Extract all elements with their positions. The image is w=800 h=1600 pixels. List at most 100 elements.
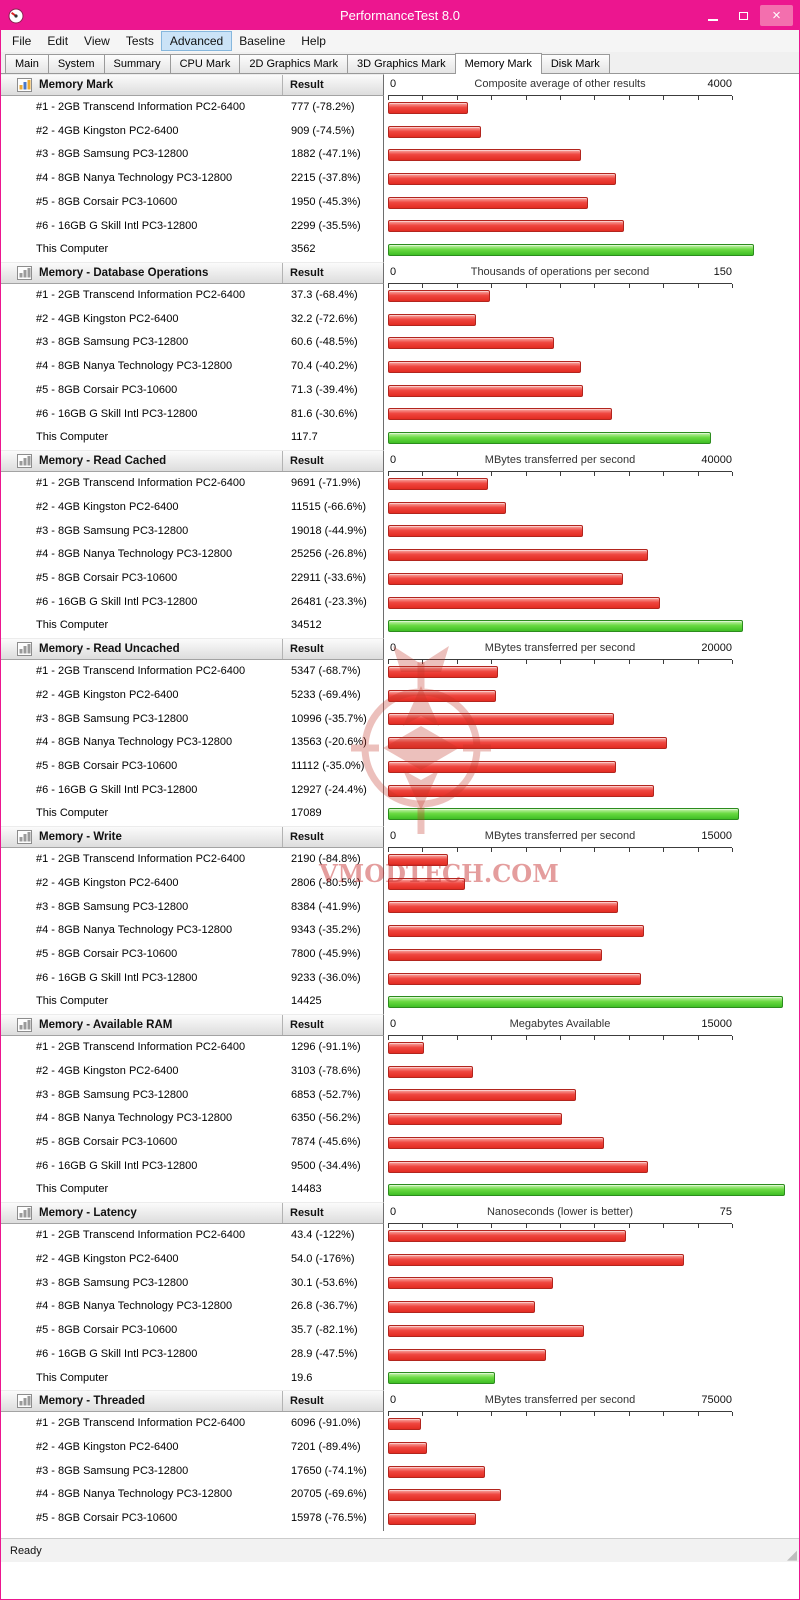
result-row[interactable]: #3 - 8GB Samsung PC3-12800 60.6 (-48.5%) bbox=[1, 331, 799, 356]
row-chart bbox=[384, 1060, 799, 1084]
close-button[interactable]: × bbox=[760, 5, 793, 26]
axis-tick bbox=[525, 1412, 527, 1417]
result-value: 70.4 (-40.2%) bbox=[291, 360, 358, 373]
result-value: 30.1 (-53.6%) bbox=[291, 1276, 358, 1289]
result-row[interactable]: #2 - 4GB Kingston PC2-6400 909 (-74.5%) bbox=[1, 119, 799, 144]
tab-memory-mark[interactable]: Memory Mark bbox=[454, 53, 542, 74]
resize-grip[interactable]: ◢ bbox=[787, 1547, 797, 1562]
menu-file[interactable]: File bbox=[12, 34, 32, 48]
tab-disk-mark[interactable]: Disk Mark bbox=[540, 54, 610, 73]
result-row[interactable]: #1 - 2GB Transcend Information PC2-6400 … bbox=[1, 472, 799, 496]
result-row[interactable]: #4 - 8GB Nanya Technology PC3-12800 2525… bbox=[1, 543, 799, 567]
result-row[interactable]: This Computer 17089 bbox=[1, 802, 799, 827]
maximize-icon bbox=[739, 11, 748, 20]
result-row[interactable]: #1 - 2GB Transcend Information PC2-6400 … bbox=[1, 660, 799, 684]
menu-tests[interactable]: Tests bbox=[125, 34, 154, 48]
result-row[interactable]: #2 - 4GB Kingston PC2-6400 3103 (-78.6%) bbox=[1, 1059, 799, 1084]
result-row[interactable]: #3 - 8GB Samsung PC3-12800 17650 (-74.1%… bbox=[1, 1459, 799, 1484]
result-row[interactable]: #4 - 8GB Nanya Technology PC3-12800 70.4… bbox=[1, 355, 799, 379]
result-row[interactable]: This Computer 3562 bbox=[1, 238, 799, 263]
result-row[interactable]: #1 - 2GB Transcend Information PC2-6400 … bbox=[1, 848, 799, 872]
result-row[interactable]: #1 - 2GB Transcend Information PC2-6400 … bbox=[1, 1412, 799, 1436]
result-bar bbox=[388, 149, 582, 162]
result-value: 9691 (-71.9%) bbox=[291, 477, 361, 490]
result-value: 35.7 (-82.1%) bbox=[291, 1324, 358, 1337]
result-row[interactable]: #6 - 16GB G Skill Intl PC3-12800 26481 (… bbox=[1, 590, 799, 615]
result-row[interactable]: #3 - 8GB Samsung PC3-12800 6853 (-52.7%) bbox=[1, 1083, 799, 1108]
result-row[interactable]: #3 - 8GB Samsung PC3-12800 10996 (-35.7%… bbox=[1, 707, 799, 732]
axis-tick bbox=[388, 96, 389, 100]
result-row[interactable]: #5 - 8GB Corsair PC3-10600 7800 (-45.9%) bbox=[1, 943, 799, 967]
result-column-header: Result bbox=[290, 643, 324, 656]
result-row[interactable]: #4 - 8GB Nanya Technology PC3-12800 9343… bbox=[1, 919, 799, 943]
results-panel[interactable]: VMODTECH.COM Memory Mark Result bbox=[1, 74, 799, 1538]
axis-tick bbox=[422, 472, 424, 477]
section-title: Memory - Threaded bbox=[39, 1395, 146, 1408]
result-row[interactable]: #4 - 8GB Nanya Technology PC3-12800 6350… bbox=[1, 1107, 799, 1132]
result-row[interactable]: #5 - 8GB Corsair PC3-10600 71.3 (-39.4%) bbox=[1, 378, 799, 403]
tab-main[interactable]: Main bbox=[5, 54, 49, 73]
result-row[interactable]: #5 - 8GB Corsair PC3-10600 22911 (-33.6%… bbox=[1, 566, 799, 591]
result-row[interactable]: #6 - 16GB G Skill Intl PC3-12800 28.9 (-… bbox=[1, 1342, 799, 1367]
result-value: 3562 bbox=[291, 243, 316, 256]
result-row[interactable]: #2 - 4GB Kingston PC2-6400 7201 (-89.4%) bbox=[1, 1435, 799, 1460]
result-row[interactable]: This Computer 14483 bbox=[1, 1178, 799, 1203]
result-row[interactable]: This Computer 34512 bbox=[1, 614, 799, 639]
axis-tick bbox=[525, 284, 527, 289]
minimize-button[interactable] bbox=[698, 5, 727, 26]
result-value: 26481 (-23.3%) bbox=[291, 595, 367, 608]
row-chart bbox=[384, 284, 799, 308]
axis-tick bbox=[732, 848, 733, 853]
result-row[interactable]: #1 - 2GB Transcend Information PC2-6400 … bbox=[1, 96, 799, 120]
menu-baseline[interactable]: Baseline bbox=[239, 34, 286, 48]
tab-2d-graphics-mark[interactable]: 2D Graphics Mark bbox=[239, 54, 348, 73]
axis-tick bbox=[422, 1036, 424, 1041]
result-row[interactable]: #1 - 2GB Transcend Information PC2-6400 … bbox=[1, 284, 799, 308]
maximize-button[interactable] bbox=[729, 5, 758, 26]
result-row[interactable]: #4 - 8GB Nanya Technology PC3-12800 26.8… bbox=[1, 1295, 799, 1320]
result-row[interactable]: #5 - 8GB Corsair PC3-10600 11112 (-35.0%… bbox=[1, 754, 799, 779]
result-row[interactable]: #5 - 8GB Corsair PC3-10600 7874 (-45.6%) bbox=[1, 1131, 799, 1155]
result-row[interactable]: This Computer 14425 bbox=[1, 990, 799, 1015]
result-row[interactable]: #3 - 8GB Samsung PC3-12800 30.1 (-53.6%) bbox=[1, 1271, 799, 1296]
result-row[interactable]: This Computer 19.6 bbox=[1, 1366, 799, 1391]
result-row[interactable]: #3 - 8GB Samsung PC3-12800 1882 (-47.1%) bbox=[1, 143, 799, 168]
result-row[interactable]: #2 - 4GB Kingston PC2-6400 54.0 (-176%) bbox=[1, 1247, 799, 1272]
result-row[interactable]: #4 - 8GB Nanya Technology PC3-12800 2070… bbox=[1, 1483, 799, 1508]
result-row[interactable]: #2 - 4GB Kingston PC2-6400 5233 (-69.4%) bbox=[1, 683, 799, 708]
menu-view[interactable]: View bbox=[84, 34, 110, 48]
tab-system[interactable]: System bbox=[47, 54, 105, 73]
result-row[interactable]: This Computer 117.7 bbox=[1, 426, 799, 451]
result-row[interactable]: #2 - 4GB Kingston PC2-6400 11515 (-66.6%… bbox=[1, 495, 799, 520]
result-row[interactable]: #6 - 16GB G Skill Intl PC3-12800 9233 (-… bbox=[1, 966, 799, 991]
result-row[interactable]: #3 - 8GB Samsung PC3-12800 19018 (-44.9%… bbox=[1, 519, 799, 544]
result-row[interactable]: #5 - 8GB Corsair PC3-10600 1950 (-45.3%) bbox=[1, 190, 799, 215]
result-row[interactable]: #6 - 16GB G Skill Intl PC3-12800 2299 (-… bbox=[1, 214, 799, 239]
result-row[interactable]: #1 - 2GB Transcend Information PC2-6400 … bbox=[1, 1036, 799, 1060]
result-row[interactable]: #6 - 16GB G Skill Intl PC3-12800 81.6 (-… bbox=[1, 402, 799, 427]
result-row[interactable]: #4 - 8GB Nanya Technology PC3-12800 2215… bbox=[1, 167, 799, 191]
tab-cpu-mark[interactable]: CPU Mark bbox=[169, 54, 241, 73]
axis-tick bbox=[628, 284, 630, 289]
baseline-label: #3 - 8GB Samsung PC3-12800 bbox=[36, 1276, 189, 1289]
result-row[interactable]: #5 - 8GB Corsair PC3-10600 35.7 (-82.1%) bbox=[1, 1319, 799, 1343]
result-row[interactable]: #5 - 8GB Corsair PC3-10600 15978 (-76.5%… bbox=[1, 1507, 799, 1531]
result-row[interactable]: #2 - 4GB Kingston PC2-6400 2806 (-80.5%) bbox=[1, 871, 799, 896]
result-row[interactable]: #6 - 16GB G Skill Intl PC3-12800 12927 (… bbox=[1, 778, 799, 803]
result-row[interactable]: #2 - 4GB Kingston PC2-6400 32.2 (-72.6%) bbox=[1, 307, 799, 332]
result-value: 17089 bbox=[291, 807, 322, 820]
result-row[interactable]: #3 - 8GB Samsung PC3-12800 8384 (-41.9%) bbox=[1, 895, 799, 920]
result-row[interactable]: #1 - 2GB Transcend Information PC2-6400 … bbox=[1, 1224, 799, 1248]
result-row[interactable]: #6 - 16GB G Skill Intl PC3-12800 9500 (-… bbox=[1, 1154, 799, 1179]
benchmark-section: Memory - Read Uncached Result 0 MBytes t… bbox=[1, 638, 799, 827]
tab-summary[interactable]: Summary bbox=[103, 54, 171, 73]
result-bar bbox=[388, 220, 625, 233]
tab-bar: Main System Summary CPU Mark 2D Graphics Mar… bbox=[1, 52, 799, 74]
menu-advanced[interactable]: Advanced bbox=[160, 31, 233, 51]
result-row[interactable]: #4 - 8GB Nanya Technology PC3-12800 1356… bbox=[1, 731, 799, 755]
menu-help[interactable]: Help bbox=[301, 34, 326, 48]
titlebar[interactable]: PerformanceTest 8.0 × bbox=[1, 1, 799, 30]
result-bar bbox=[388, 1512, 476, 1525]
menu-edit[interactable]: Edit bbox=[47, 34, 69, 48]
tab-3d-graphics-mark[interactable]: 3D Graphics Mark bbox=[346, 54, 456, 73]
